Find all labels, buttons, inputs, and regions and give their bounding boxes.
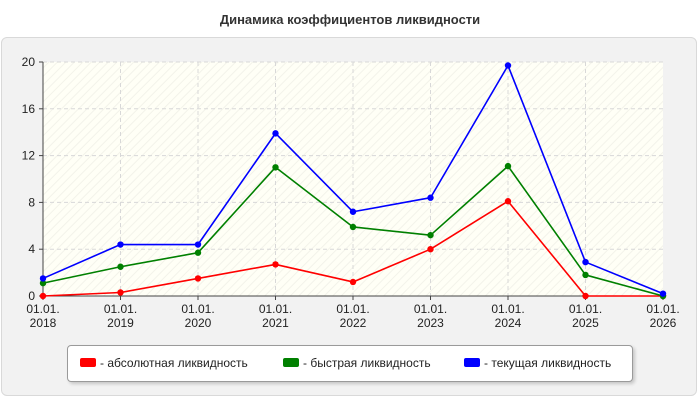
x-tick-label: 01.01. 2020 [181,302,214,330]
x-tick-label: 01.01. 2026 [646,302,679,330]
y-tick-label: 8 [28,195,35,209]
x-tick-label-line: 01.01. [491,302,524,316]
legend: - абсолютная ликвидность - быстрая ликви… [67,345,633,382]
data-point-0 [39,292,47,300]
x-tick-label-line: 01.01. [336,302,369,316]
data-point-2 [117,241,124,248]
y-tick-label: 12 [22,149,36,163]
x-tick-label-line: 2024 [495,316,522,330]
data-point-2 [582,258,589,266]
x-tick-label-line: 01.01. [646,302,679,316]
x-tick-label: 01.01. 2021 [259,302,292,330]
data-point-2 [194,241,202,248]
data-point-1 [582,271,589,279]
x-tick-label-line: 2021 [262,316,289,330]
x-tick-label: 01.01. 2025 [569,302,602,330]
data-point-1 [427,231,434,239]
x-tick-label-line: 2020 [185,316,212,330]
data-point-1 [194,249,202,256]
legend-swatch-blue [464,358,480,368]
data-point-0 [117,289,124,296]
series-lines [39,62,667,300]
data-point-2 [504,62,512,69]
grid-lines [43,61,663,296]
x-tick-label: 01.01. 2023 [414,302,447,330]
data-point-1 [349,223,357,231]
data-point-0 [272,261,279,268]
legend-label-current: - текущая ликвидность [484,356,612,370]
x-tick-label: 01.01. 2018 [26,302,59,330]
legend-label-quick: - быстрая ликвидность [303,356,431,370]
x-tick-label-line: 2022 [340,316,367,330]
legend-item-absolute: - абсолютная ликвидность [80,356,248,370]
x-tick-label-line: 01.01. [414,302,447,316]
data-point-0 [504,198,512,205]
x-tick-label-line: 2026 [650,316,677,330]
legend-item-current: - текущая ликвидность [464,356,611,370]
x-tick-label-line: 01.01. [181,302,214,316]
data-point-0 [427,246,434,253]
y-tick-label: 16 [22,102,36,116]
y-tick-label: 4 [28,242,35,256]
data-point-1 [504,162,512,170]
x-tick-label: 01.01. 2019 [104,302,137,330]
data-point-2 [349,208,357,215]
x-tick-label-line: 2019 [107,316,134,330]
data-point-1 [117,263,124,270]
legend-swatch-green [283,358,299,368]
x-tick-label-line: 01.01. [259,302,292,316]
x-tick-label-line: 2018 [30,316,57,330]
x-tick-label-line: 01.01. [104,302,137,316]
y-tick-label: 0 [28,289,35,303]
data-point-0 [194,275,202,282]
x-tick-label: 01.01. 2022 [336,302,369,330]
data-point-2 [427,194,434,201]
x-tick-label-line: 2025 [572,316,599,330]
legend-item-quick: - быстрая ликвидность [283,356,431,370]
y-tick-label: 20 [22,55,36,69]
data-point-2 [659,290,667,297]
data-point-1 [272,164,279,171]
x-tick-label-line: 01.01. [26,302,59,316]
x-tick-label-line: 2023 [417,316,444,330]
data-point-0 [349,278,357,286]
data-point-2 [272,130,279,137]
x-tick-label-line: 01.01. [569,302,602,316]
data-point-0 [582,292,589,300]
data-point-1 [39,279,47,287]
data-point-2 [39,275,47,282]
legend-swatch-red [80,358,96,368]
chart-title: Динамика коэффициентов ликвидности [219,12,481,27]
x-tick-label: 01.01. 2024 [491,302,524,330]
legend-label-absolute: - абсолютная ликвидность [100,356,248,370]
